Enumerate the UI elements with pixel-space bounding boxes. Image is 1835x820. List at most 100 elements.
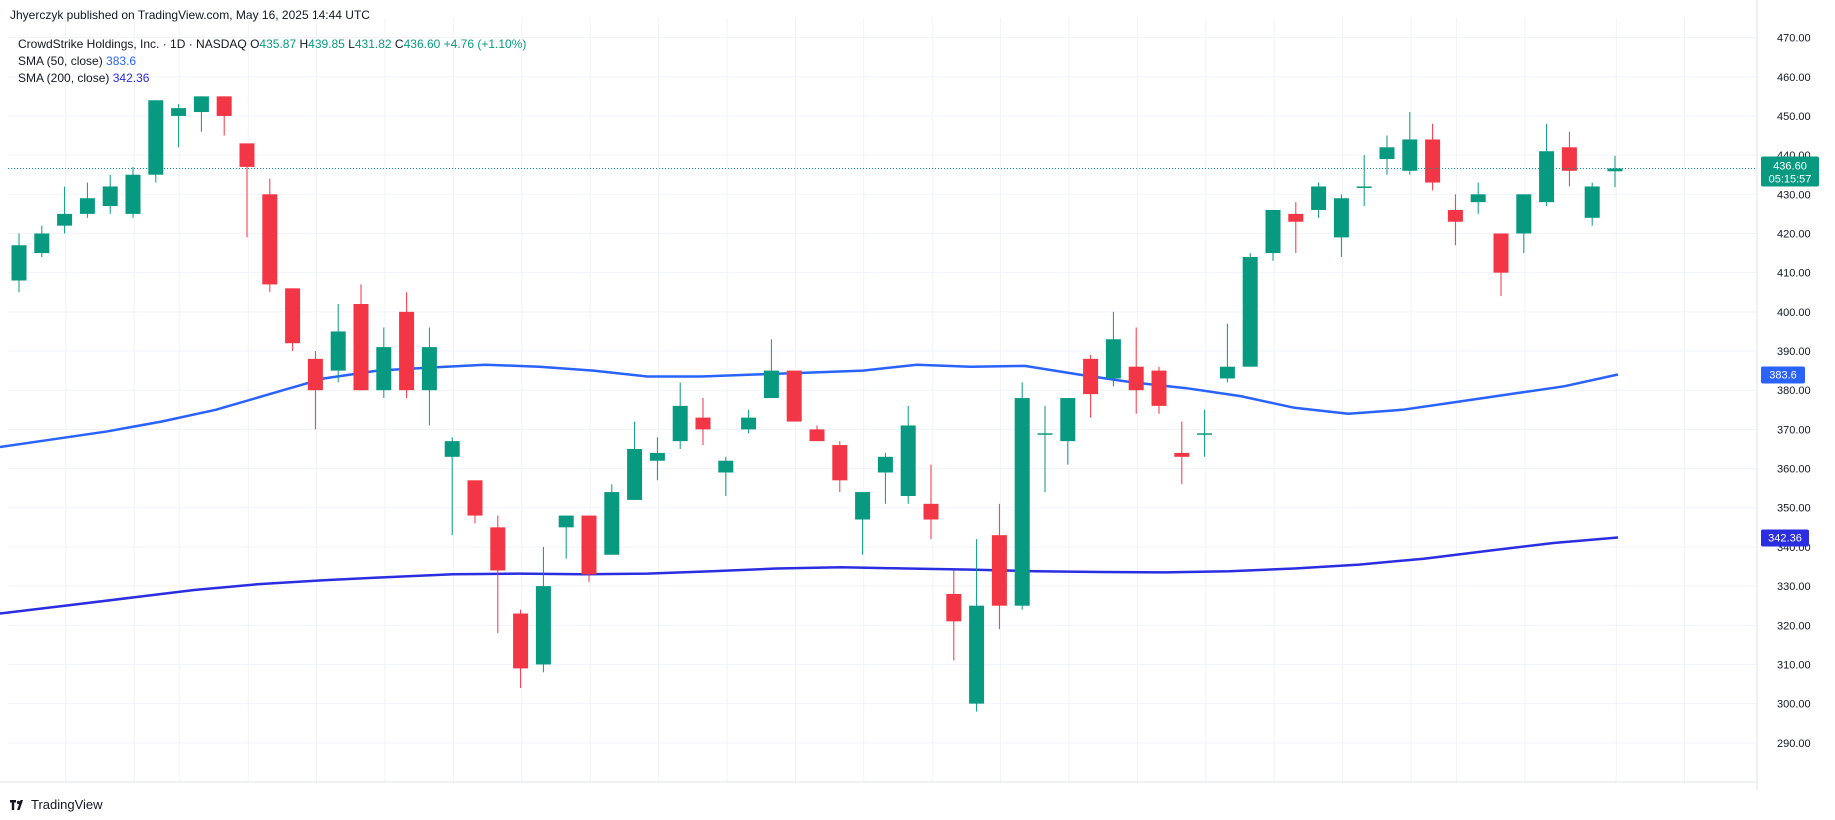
- candle-body: [490, 527, 506, 571]
- candle-up: [558, 515, 574, 559]
- candle-down: [239, 143, 255, 238]
- candle-up: [79, 182, 95, 218]
- candle-body: [1402, 139, 1418, 171]
- legend-sma200-row[interactable]: SMA (200, close) 342.36: [18, 70, 526, 87]
- candle-body: [307, 358, 323, 391]
- candle-body: [171, 108, 187, 116]
- candle-body: [216, 96, 232, 116]
- candle-down: [399, 292, 415, 399]
- candle-body: [1174, 452, 1190, 457]
- legend-sma50-row[interactable]: SMA (50, close) 383.6: [18, 53, 526, 70]
- candle-up: [193, 96, 209, 132]
- candle-body: [1128, 366, 1144, 391]
- candle-body: [991, 535, 1007, 606]
- candle-body: [1105, 339, 1121, 379]
- candle-up: [1037, 405, 1053, 493]
- candle-body: [1197, 433, 1213, 435]
- candle-up: [900, 405, 916, 504]
- candle-body: [763, 370, 779, 399]
- candle-up: [741, 409, 757, 434]
- footer-brand: TradingView: [31, 797, 103, 812]
- candle-up: [1516, 194, 1532, 254]
- candle-body: [330, 331, 346, 371]
- candle-up: [11, 233, 27, 293]
- candle-body: [786, 370, 802, 422]
- sma-lines: [0, 363, 1619, 615]
- price-tick-label: 470.00: [1777, 33, 1811, 45]
- price-axis: 290.00300.00310.00320.00330.00340.00350.…: [1756, 0, 1835, 790]
- price-chart[interactable]: 290.00300.00310.00320.00330.00340.00350.…: [0, 0, 1835, 790]
- candle-up: [1105, 311, 1121, 387]
- candle-body: [581, 515, 597, 575]
- sma200-value: 342.36: [112, 71, 150, 85]
- candle-body: [239, 143, 255, 167]
- candle-up: [535, 546, 551, 673]
- price-tick-label: 400.00: [1777, 307, 1811, 319]
- candle-up: [672, 382, 688, 449]
- candle-up: [376, 327, 392, 399]
- candle-body: [102, 186, 118, 207]
- candle-body: [285, 288, 301, 344]
- candle-body: [1311, 186, 1327, 210]
- low-value: 431.82: [354, 37, 392, 51]
- candle-up: [34, 225, 50, 257]
- candle-body: [421, 347, 437, 391]
- candle-body: [467, 480, 483, 516]
- price-tick-label: 410.00: [1777, 268, 1811, 280]
- sma50-label: SMA (50, close): [18, 54, 103, 68]
- candle-down: [786, 370, 802, 422]
- price-tick-label: 390.00: [1777, 346, 1811, 358]
- candle-body: [1447, 209, 1463, 222]
- candle-body: [695, 417, 711, 430]
- sma50-badge: [1761, 366, 1805, 384]
- candle-up: [1584, 182, 1600, 226]
- candle-body: [741, 417, 757, 430]
- candle-body: [399, 311, 415, 391]
- candle-body: [900, 425, 916, 496]
- candle-body: [444, 441, 460, 457]
- candle-body: [11, 245, 27, 281]
- price-axis-bg: [1757, 0, 1835, 790]
- candle-down: [1447, 194, 1463, 246]
- candle-up: [1242, 253, 1258, 367]
- candle-body: [649, 452, 665, 461]
- candle-body: [946, 593, 962, 622]
- candle-body: [1242, 256, 1258, 367]
- current-price-badge: [1761, 156, 1819, 187]
- candle-up: [1060, 398, 1076, 465]
- candle-body: [57, 213, 73, 226]
- chart-grid: [8, 18, 1757, 782]
- candle-up: [1607, 155, 1623, 188]
- legend-symbol-row[interactable]: CrowdStrike Holdings, Inc. · 1D · NASDAQ…: [18, 36, 526, 53]
- candle-down: [467, 480, 483, 524]
- price-tick-label: 430.00: [1777, 189, 1811, 201]
- sma200-badge: [1761, 529, 1809, 547]
- candle-down: [1174, 421, 1190, 485]
- candle-body: [1288, 213, 1304, 222]
- candle-up: [1333, 194, 1349, 257]
- candle-body: [604, 492, 620, 555]
- candle-up: [1014, 382, 1030, 610]
- candle-body: [1014, 398, 1030, 606]
- candle-body: [855, 492, 871, 520]
- sma200-line: [0, 536, 1619, 615]
- sma50-value: 383.6: [106, 54, 137, 68]
- candle-up: [330, 304, 346, 383]
- candle-down: [832, 441, 848, 493]
- symbol-name: CrowdStrike Holdings, Inc. · 1D · NASDAQ: [18, 37, 247, 51]
- candle-up: [1265, 209, 1281, 261]
- candle-body: [1493, 233, 1509, 273]
- candle-up: [627, 421, 643, 500]
- candle-body: [877, 456, 893, 473]
- candle-body: [1379, 147, 1395, 160]
- candle-body: [1060, 398, 1076, 442]
- high-label: H: [299, 37, 309, 51]
- candle-down: [353, 284, 369, 391]
- candle-body: [1561, 147, 1577, 171]
- candle-body: [1539, 151, 1555, 203]
- chart-legend: CrowdStrike Holdings, Inc. · 1D · NASDAQ…: [18, 36, 526, 87]
- candle-up: [57, 186, 73, 234]
- candle-down: [809, 425, 825, 442]
- candle-body: [34, 233, 50, 254]
- sma200-label: SMA (200, close): [18, 71, 110, 85]
